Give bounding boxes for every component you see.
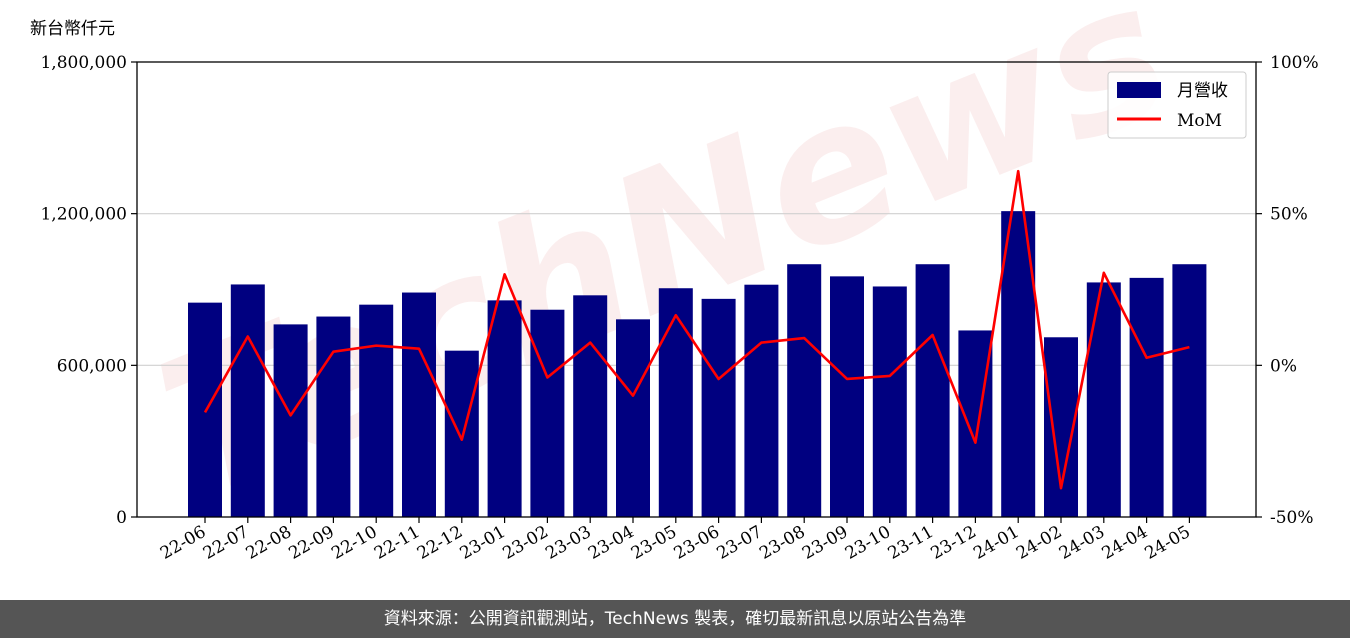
x-tick-label-23-02: 23-02 xyxy=(499,522,551,564)
y-axis-unit-label: 新台幣仟元 xyxy=(30,19,115,39)
x-tick-label-23-09: 23-09 xyxy=(799,522,851,564)
bar-23-04 xyxy=(616,319,650,517)
x-tick-label-23-10: 23-10 xyxy=(842,522,894,564)
bar-22-08 xyxy=(273,324,308,517)
x-tick-label-22-11: 22-11 xyxy=(371,522,423,564)
x-tick-label-23-03: 23-03 xyxy=(542,522,594,564)
bar-23-02 xyxy=(530,309,565,517)
line-series xyxy=(203,169,1190,490)
bar-23-12 xyxy=(958,330,993,517)
x-tick-label-24-02: 24-02 xyxy=(1013,522,1065,564)
left-tick-label-1: 600,000 xyxy=(57,356,127,376)
x-tick-label-23-08: 23-08 xyxy=(756,522,808,564)
x-tick-label-24-04: 24-04 xyxy=(1099,522,1151,564)
x-tick-label-23-05: 23-05 xyxy=(628,522,680,564)
x-tick-label-22-10: 22-10 xyxy=(328,522,380,564)
x-tick-label-23-12: 23-12 xyxy=(927,522,979,564)
bar-22-09 xyxy=(316,316,351,517)
source-footer: 資料來源：公開資訊觀測站，TechNews 製表，確切最新訊息以原站公告為準 xyxy=(0,600,1350,638)
bar-24-03 xyxy=(1086,282,1121,517)
bar-22-11 xyxy=(402,292,436,517)
x-tick-label-22-06: 22-06 xyxy=(157,522,209,564)
mom-line xyxy=(203,169,1190,490)
revenue-chart: TechNews 0600,0001,200,0001,800,000-50%0… xyxy=(40,0,1319,564)
x-tick-label-23-11: 23-11 xyxy=(885,522,937,564)
bar-24-05 xyxy=(1172,264,1207,517)
bar-series xyxy=(188,211,1207,517)
bar-23-08 xyxy=(787,264,822,517)
bar-22-10 xyxy=(359,304,394,517)
bar-23-05 xyxy=(658,288,693,517)
bar-23-06 xyxy=(701,298,736,517)
bar-22-07 xyxy=(230,284,265,517)
x-tick-label-23-07: 23-07 xyxy=(713,522,765,564)
x-tick-label-24-01: 24-01 xyxy=(970,522,1022,564)
bar-23-01 xyxy=(487,300,522,517)
bar-22-12 xyxy=(444,350,479,517)
x-tick-label-24-03: 24-03 xyxy=(1056,522,1108,564)
left-tick-label-0: 0 xyxy=(116,508,127,528)
legend: 月營收 MoM xyxy=(1107,71,1247,139)
right-tick-label-2: 50% xyxy=(1270,205,1308,225)
x-tick-label-23-04: 23-04 xyxy=(585,522,637,564)
right-tick-label-3: 100% xyxy=(1270,53,1319,73)
x-tick-label-22-09: 22-09 xyxy=(285,522,337,564)
bar-23-07 xyxy=(744,284,779,517)
bar-23-03 xyxy=(573,295,608,517)
x-tick-label-22-12: 22-12 xyxy=(414,522,466,564)
x-tick-label-23-06: 23-06 xyxy=(671,522,723,564)
left-tick-label-2: 1,200,000 xyxy=(40,205,127,225)
bar-23-11 xyxy=(915,264,950,517)
plot-frame xyxy=(136,61,1257,518)
x-tick-label-22-08: 22-08 xyxy=(243,522,295,564)
x-tick-label-23-01: 23-01 xyxy=(457,522,509,564)
bar-23-09 xyxy=(830,276,864,517)
bar-23-10 xyxy=(872,286,907,517)
legend-label-line: MoM xyxy=(1177,111,1222,131)
x-tick-label-24-05: 24-05 xyxy=(1141,522,1193,564)
legend-swatch-bar xyxy=(1117,82,1161,98)
right-tick-label-0: -50% xyxy=(1270,508,1314,528)
legend-label-bar: 月營收 xyxy=(1177,81,1228,101)
right-tick-label-1: 0% xyxy=(1270,356,1297,376)
bar-24-04 xyxy=(1129,277,1164,517)
left-tick-label-3: 1,800,000 xyxy=(40,53,127,73)
